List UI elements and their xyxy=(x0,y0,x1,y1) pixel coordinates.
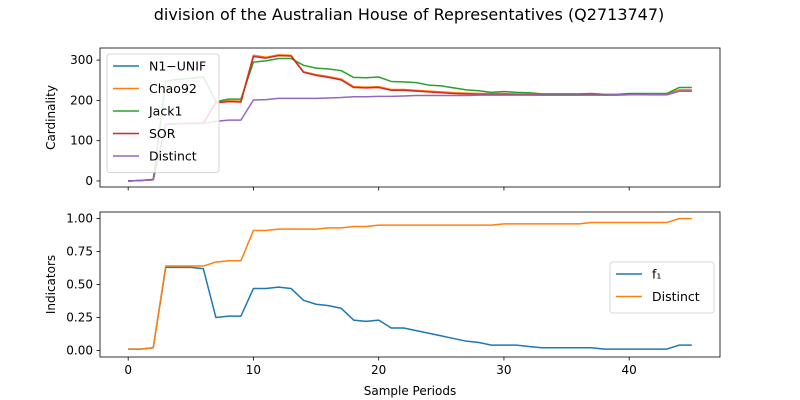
x-tick-label: 40 xyxy=(622,363,637,377)
legend-label: Distinct xyxy=(149,149,197,164)
legend-label: SOR xyxy=(149,126,176,141)
legend-label: N1−UNIF xyxy=(149,59,206,74)
y-tick-label: 300 xyxy=(70,53,93,67)
y-tick-label: 0.25 xyxy=(66,310,93,324)
series-line-distinct xyxy=(128,217,692,350)
legend: f₁ Distinct xyxy=(609,261,715,314)
x-tick-label: 10 xyxy=(246,363,261,377)
legend-label: Chao92 xyxy=(149,81,197,96)
series-line-distinct xyxy=(128,90,692,182)
axes-frame xyxy=(99,47,721,188)
series-line-jack1 xyxy=(128,57,692,182)
legend: N1−UNIF Chao92 Jack1 SOR Distinct xyxy=(106,53,220,173)
y-tick-label: 0.00 xyxy=(66,343,93,357)
x-tick-label: 20 xyxy=(371,363,386,377)
cardinality-panel: 0 100 200 300 Cardinality N1−UNIF Chao92 Jack1 S… xyxy=(44,47,721,191)
y-axis-label: Cardinality xyxy=(44,85,58,150)
legend-box xyxy=(609,261,715,314)
y-axis-label: Indicators xyxy=(44,255,58,314)
y-tick-label: 0.50 xyxy=(66,278,93,292)
y-tick-label: 0.75 xyxy=(66,245,93,259)
x-tick-label: 30 xyxy=(496,363,511,377)
legend-label: f₁ xyxy=(652,267,661,282)
y-tick-label: 1.00 xyxy=(66,212,93,226)
legend-label: Jack1 xyxy=(148,104,182,119)
y-tick-label: 100 xyxy=(70,134,93,148)
chart-title: division of the Australian House of Repr… xyxy=(154,5,665,24)
y-tick-label: 0 xyxy=(85,174,93,188)
indicators-panel: 0.00 0.25 0.50 0.75 1.00 0 10 20 30 40 Indicators S… xyxy=(44,212,721,398)
y-tick-label: 200 xyxy=(70,93,93,107)
legend-label: Distinct xyxy=(652,289,700,304)
x-tick-label: 0 xyxy=(124,363,132,377)
series-line-f- xyxy=(128,266,692,350)
x-axis-label: Sample Periods xyxy=(364,384,456,398)
legend-box xyxy=(106,53,220,173)
